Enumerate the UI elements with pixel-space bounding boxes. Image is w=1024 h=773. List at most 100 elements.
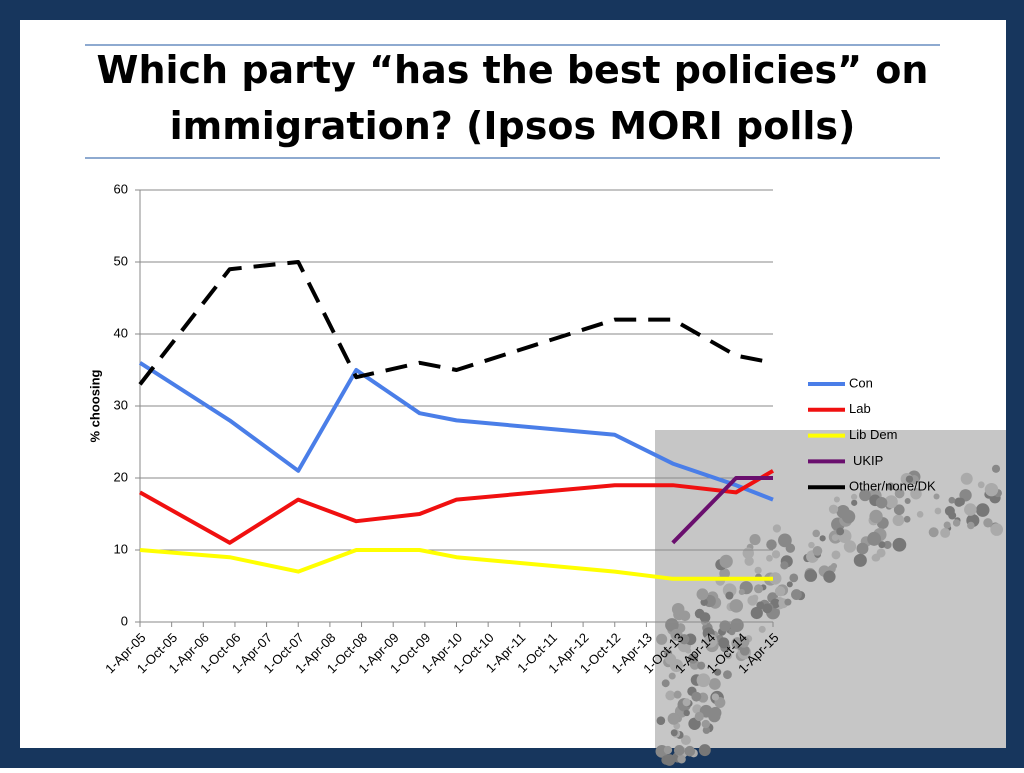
decoration: [655, 430, 1006, 766]
decoration-dot: [708, 678, 721, 690]
decoration-dot: [670, 729, 678, 737]
decoration-dot: [928, 527, 939, 538]
decoration-dot: [697, 661, 706, 670]
decoration-dot: [738, 588, 745, 596]
decoration-dot: [771, 550, 781, 559]
decoration-dot: [934, 507, 942, 515]
decoration-dot: [956, 497, 965, 506]
decoration-dot: [673, 745, 685, 756]
y-tick-label: 10: [114, 541, 128, 556]
decoration-dot: [883, 540, 892, 549]
decoration-dot: [983, 518, 993, 528]
decoration-dot: [758, 625, 766, 633]
decoration-dot: [698, 744, 711, 757]
decoration-dot: [893, 504, 905, 516]
decoration-dot: [960, 472, 973, 485]
decoration-dot: [744, 556, 754, 566]
decoration-dot: [702, 726, 711, 734]
decoration-dot: [683, 709, 690, 717]
y-tick-label: 40: [114, 325, 128, 340]
decoration-dot: [850, 493, 858, 501]
decoration-dot: [668, 672, 676, 680]
decoration-dot: [952, 519, 961, 527]
decoration-dot: [751, 594, 759, 602]
decoration-dot: [663, 754, 676, 766]
decoration-dot: [729, 599, 744, 613]
decoration-dot: [905, 475, 914, 483]
legend-label: UKIP: [853, 453, 883, 468]
decoration-dot: [754, 566, 762, 574]
chart-title: Which party “has the best policies” on i…: [96, 48, 929, 148]
decoration-dot: [886, 482, 895, 491]
legend-label: Lib Dem: [849, 427, 897, 442]
decoration-dot: [714, 668, 722, 676]
decoration-dot: [784, 598, 792, 606]
decoration-dot: [786, 581, 793, 588]
decoration-dot: [719, 554, 733, 569]
decoration-dot: [696, 673, 711, 688]
decoration-dot: [785, 543, 796, 553]
y-axis-label: % choosing: [87, 369, 102, 442]
decoration-dot: [772, 524, 782, 533]
series-line: [139, 548, 773, 581]
y-tick-label: 30: [114, 397, 128, 412]
decoration-dot: [791, 589, 802, 600]
decoration-dot: [984, 482, 999, 497]
decoration-dot: [819, 535, 826, 542]
decoration-dot: [991, 464, 1001, 473]
decoration-dot: [808, 541, 815, 549]
decoration-dot: [948, 511, 957, 520]
decoration-dot: [723, 670, 732, 680]
decoration-dot: [804, 569, 818, 582]
decoration-dot: [699, 612, 711, 623]
decoration-dot: [778, 533, 792, 548]
decoration-dot: [711, 693, 720, 701]
legend-label: Con: [849, 375, 873, 390]
decoration-dot: [948, 496, 956, 504]
decoration-dot: [943, 521, 951, 529]
decoration-dot: [696, 588, 709, 601]
decoration-dot: [871, 554, 879, 562]
title-box: Which party “has the best policies” on i…: [96, 48, 929, 148]
decoration-dot: [661, 679, 670, 688]
series-line: [139, 469, 775, 545]
legend-label: Other/none/DK: [849, 479, 936, 494]
decoration-dot: [750, 606, 763, 620]
y-tick-label: 60: [114, 181, 128, 196]
decoration-dot: [685, 647, 692, 654]
decoration-dot: [851, 499, 858, 506]
decoration-dot: [780, 561, 789, 570]
decoration-dot: [910, 487, 922, 500]
decoration-dot: [665, 690, 676, 701]
decoration-dot: [704, 634, 718, 648]
decoration-dot: [833, 496, 840, 503]
decoration-dot: [875, 496, 888, 509]
decoration-dot: [656, 633, 668, 645]
decoration-dot: [749, 534, 761, 546]
decoration-dot: [884, 495, 898, 509]
series-line: [671, 476, 773, 545]
decoration-dot: [892, 537, 907, 552]
decoration-dot: [967, 521, 975, 530]
decoration-dot: [841, 509, 856, 524]
decoration-dot: [867, 531, 882, 546]
decoration-dot: [701, 719, 711, 729]
decoration-dot: [859, 489, 871, 502]
decoration-dot: [853, 553, 867, 567]
decoration-dot: [843, 540, 857, 553]
decoration-dot: [665, 653, 677, 665]
decoration-dot: [774, 586, 786, 597]
decoration-dot: [940, 527, 951, 538]
decoration-dot: [823, 570, 836, 583]
decoration-dot: [812, 546, 823, 556]
decoration-dot: [762, 603, 773, 614]
decoration-dot: [719, 568, 730, 579]
decoration-dot: [687, 653, 699, 664]
decoration-dot: [667, 712, 680, 725]
decoration-dot: [708, 709, 721, 723]
decoration-dot: [830, 562, 838, 570]
decoration-dot: [964, 503, 977, 516]
decoration-dot: [719, 620, 731, 632]
decoration-dot: [679, 610, 691, 622]
